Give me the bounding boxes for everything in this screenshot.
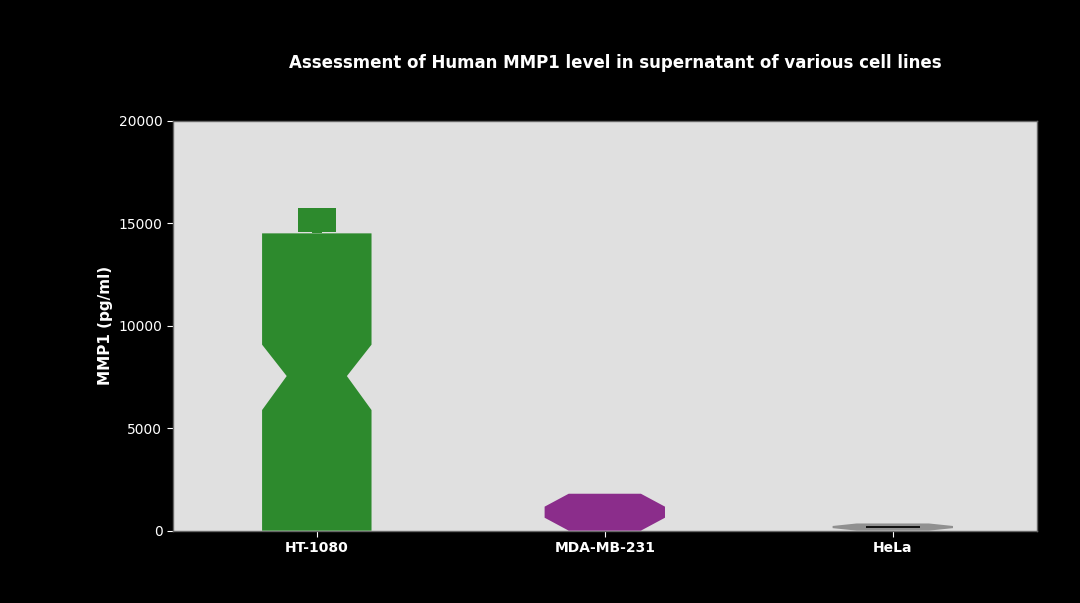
Bar xyxy=(866,526,920,528)
Polygon shape xyxy=(544,494,665,531)
Text: Assessment of Human MMP1 level in supernatant of various cell lines: Assessment of Human MMP1 level in supern… xyxy=(289,54,942,72)
Polygon shape xyxy=(262,233,372,531)
Polygon shape xyxy=(833,523,953,531)
Bar xyxy=(312,230,322,233)
Y-axis label: MMP1 (pg/ml): MMP1 (pg/ml) xyxy=(98,266,113,385)
Bar xyxy=(298,208,336,232)
